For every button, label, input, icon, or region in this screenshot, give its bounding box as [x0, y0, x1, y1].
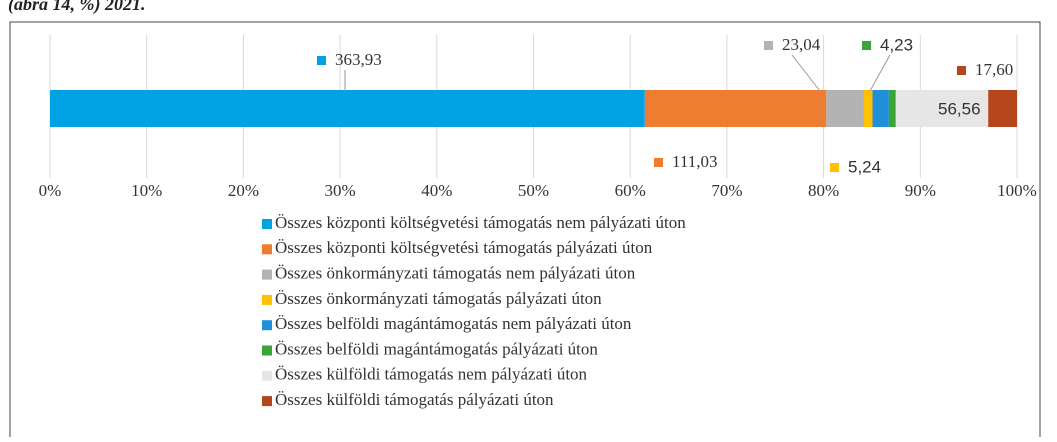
legend-label: Összes önkormányzati támogatás nem pályá… — [275, 264, 636, 283]
chart-title: (ábra 14, %) 2021. — [8, 0, 146, 15]
legend-swatch — [262, 320, 272, 331]
data-label: 4,23 — [880, 35, 913, 54]
x-tick-label: 80% — [808, 181, 839, 200]
x-tick-label: 60% — [615, 181, 646, 200]
data-label: 17,60 — [975, 60, 1013, 79]
x-tick-label: 10% — [131, 181, 162, 200]
legend-swatch — [262, 244, 272, 255]
data-label: 363,93 — [335, 50, 382, 69]
bar-segment — [644, 90, 827, 127]
legend-swatch — [262, 269, 272, 280]
x-tick-label: 20% — [228, 181, 259, 200]
data-label: 56,56 — [938, 99, 981, 118]
x-tick-label: 40% — [421, 181, 452, 200]
data-label: 23,04 — [782, 35, 821, 54]
x-tick-label: 100% — [997, 181, 1037, 200]
leader-line — [869, 54, 891, 92]
legend-swatch — [262, 345, 272, 356]
legend-label: Összes központi költségvetési támogatás … — [275, 213, 686, 232]
label-marker — [830, 163, 839, 172]
legend-swatch — [262, 396, 272, 407]
label-marker — [764, 41, 773, 50]
chart-frame — [9, 21, 1041, 437]
label-marker — [862, 41, 871, 50]
legend-swatch — [262, 219, 272, 229]
bar-segment — [988, 90, 1017, 127]
label-marker — [654, 158, 663, 167]
data-label: 111,03 — [672, 152, 718, 171]
legend-swatch — [262, 294, 272, 305]
x-tick-label: 70% — [711, 181, 742, 200]
bar-segment — [826, 90, 864, 127]
bar-segment — [895, 90, 989, 127]
leader-line — [791, 54, 821, 92]
label-marker — [957, 66, 966, 75]
legend-label: Összes önkormányzati támogatás pályázati… — [275, 289, 602, 308]
legend-label: Összes belföldi magántámogatás nem pályá… — [275, 314, 632, 333]
x-tick-label: 50% — [518, 181, 549, 200]
data-label: 5,24 — [848, 157, 881, 176]
legend-swatch — [262, 370, 272, 381]
x-tick-label: 0% — [39, 181, 62, 200]
legend-label: Összes központi költségvetési támogatás … — [275, 238, 653, 257]
bar-segment — [863, 90, 873, 127]
x-tick-label: 30% — [325, 181, 356, 200]
bar-segment — [888, 90, 896, 127]
bar-segment — [50, 90, 645, 127]
legend-label: Összes külföldi támogatás pályázati úton — [275, 390, 554, 409]
legend-label: Összes belföldi magántámogatás pályázati… — [275, 339, 598, 358]
x-tick-label: 90% — [905, 181, 936, 200]
label-marker — [317, 56, 326, 65]
legend-label: Összes külföldi támogatás nem pályázati … — [275, 365, 588, 384]
bar-segment — [872, 90, 889, 127]
